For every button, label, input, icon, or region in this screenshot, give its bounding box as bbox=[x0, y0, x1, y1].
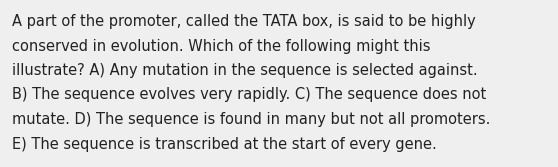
Text: mutate. D) The sequence is found in many but not all promoters.: mutate. D) The sequence is found in many… bbox=[12, 112, 490, 127]
Text: A part of the promoter, called the TATA box, is said to be highly: A part of the promoter, called the TATA … bbox=[12, 14, 476, 29]
Text: conserved in evolution. Which of the following might this: conserved in evolution. Which of the fol… bbox=[12, 39, 431, 53]
Text: E) The sequence is transcribed at the start of every gene.: E) The sequence is transcribed at the st… bbox=[12, 136, 437, 151]
Text: B) The sequence evolves very rapidly. C) The sequence does not: B) The sequence evolves very rapidly. C)… bbox=[12, 88, 486, 103]
Text: illustrate? A) Any mutation in the sequence is selected against.: illustrate? A) Any mutation in the seque… bbox=[12, 63, 478, 78]
